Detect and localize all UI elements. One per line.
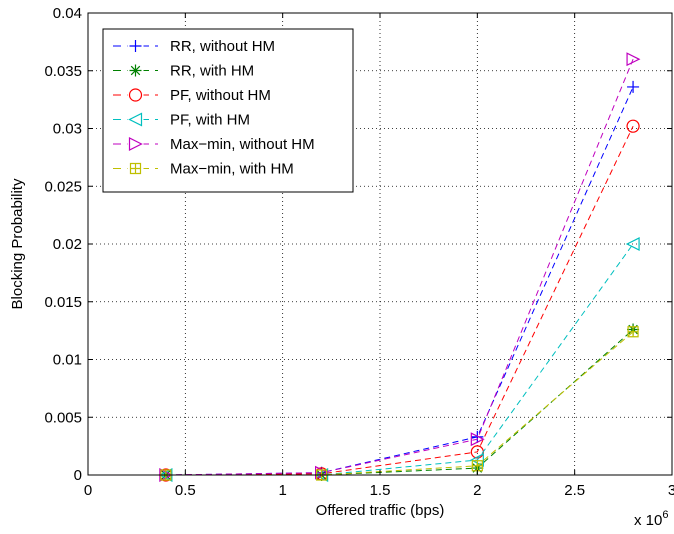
data-point [626,52,641,67]
x-tick-label: 0 [84,482,92,499]
data-point [128,112,143,127]
legend-entry: PF, without HM [113,87,271,104]
legend-label: PF, without HM [170,87,271,104]
data-point [129,40,142,52]
x-tick-label: 3 [668,482,674,499]
data-point [129,162,142,175]
y-tick-label: 0.035 [44,63,82,80]
y-tick-label: 0.005 [44,409,82,426]
y-tick-label: 0.03 [53,121,82,138]
ticks: 0 0.5 1 1.5 2 2.5 3 0 0.005 0.01 0.015 0.02 0.025 0.0… [44,5,674,499]
y-axis-label: Blocking Probability [9,178,26,309]
data-point [471,430,484,443]
data-point [627,326,639,338]
legend-marker-bg [127,136,144,152]
x-tick-label: 1 [278,482,286,499]
legend-label: PF, with HM [170,112,250,129]
legend-marker-bg [127,111,144,128]
x-axis-label: Offered traffic (bps) [316,502,445,519]
data-point [625,237,640,251]
legend-entry: PF, with HM [113,111,250,129]
legend-entry: Max−min, with HM [113,160,294,178]
series-line [165,331,634,476]
legend-box [102,28,354,193]
data-point [128,88,143,102]
legend-entry: RR, without HM [113,38,275,55]
data-point [470,432,485,447]
y-tick-label: 0.015 [44,294,82,311]
data-point [627,80,640,93]
legend: RR, without HM RR, with HM PF, without HM P… [102,28,354,193]
x-tick-label: 2.5 [564,482,585,499]
data-point [128,137,143,151]
y-tick-label: 0.04 [53,5,82,22]
y-tick-label: 0.025 [44,178,82,195]
legend-label: RR, with HM [170,63,254,80]
x-tick-label: 0.5 [175,482,196,499]
series-line [165,243,634,476]
legend-label: Max−min, without HM [170,136,315,153]
x-tick-label: 2 [473,482,481,499]
series-layer [158,52,641,482]
legend-entry: RR, with HM [113,62,254,80]
data-point [471,460,483,472]
legend-label: Max−min, with HM [170,161,294,178]
y-tick-label: 0.02 [53,236,82,253]
y-tick-label: 0 [74,467,82,484]
data-point [626,119,640,133]
legend-entry: Max−min, without HM [113,136,315,153]
x-multiplier-label: x 106 [634,509,668,529]
x-tick-label: 1.5 [370,482,391,499]
legend-label: RR, without HM [170,38,275,55]
series-line [165,125,634,476]
data-point [129,64,142,77]
y-tick-label: 0.01 [53,352,82,369]
series-line [165,86,634,476]
series-line [165,59,634,476]
